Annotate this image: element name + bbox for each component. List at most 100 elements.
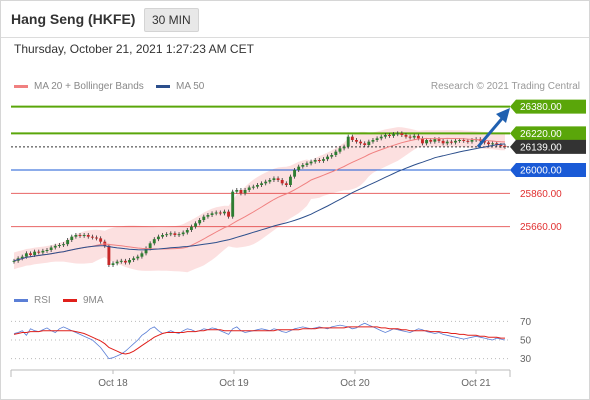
candle-body	[404, 135, 408, 137]
price-tag-resistance	[510, 99, 586, 114]
candle-body	[181, 232, 185, 235]
candle-body	[251, 186, 255, 188]
candle-body	[466, 140, 470, 142]
x-tick-label: Oct 21	[461, 378, 491, 389]
candle-body	[462, 140, 466, 141]
candle-body	[148, 243, 152, 249]
candle-body	[412, 135, 416, 138]
candle-body	[123, 260, 127, 263]
candle-body	[57, 245, 61, 246]
legend-item-ma50: MA 50	[156, 81, 204, 92]
ma50-line	[13, 143, 506, 262]
candle-body	[119, 260, 123, 262]
candle-body	[379, 136, 383, 139]
candle-body	[90, 236, 94, 238]
candle-body	[338, 148, 342, 152]
candle-body	[144, 248, 148, 254]
legend-item-9ma: 9MA	[63, 295, 104, 306]
candle-body	[45, 250, 49, 251]
candle-body	[173, 233, 177, 235]
candle-body	[326, 156, 330, 160]
candle-body	[289, 176, 292, 185]
candle-body	[437, 139, 441, 141]
price-label-resistance: 26220.00	[520, 129, 562, 140]
candle-body	[260, 183, 264, 185]
candle-body	[152, 239, 156, 244]
price-label-support: 25860.00	[520, 189, 562, 200]
x-tick-label: Oct 20	[340, 378, 370, 389]
legend-item-ma20: MA 20 + Bollinger Bands	[14, 81, 144, 92]
candle-body	[95, 237, 98, 239]
candle-body	[482, 140, 486, 143]
candle-body	[128, 260, 131, 263]
ma20-line	[13, 137, 506, 262]
candle-body	[189, 226, 193, 230]
candle-body	[12, 260, 16, 262]
candle-body	[231, 191, 235, 217]
candle-body	[66, 240, 70, 245]
x-tick-label: Oct 19	[219, 378, 249, 389]
candle-body	[49, 247, 53, 250]
candle-body	[185, 230, 189, 233]
candle-body	[400, 133, 404, 135]
candle-body	[255, 185, 259, 187]
candle-body	[194, 223, 197, 227]
candle-body	[367, 141, 371, 145]
timestamp: Thursday, October 21, 2021 1:27:23 AM CE…	[14, 42, 254, 56]
rsi-ma-line	[13, 326, 505, 355]
timeframe-selector[interactable]: 30 MIN	[144, 8, 199, 32]
candle-body	[375, 138, 379, 140]
rsi-swatch	[14, 299, 28, 302]
candle-body	[82, 235, 86, 236]
candle-body	[33, 251, 37, 255]
candle-body	[206, 215, 210, 217]
ma50-swatch	[156, 85, 170, 88]
candle-body	[322, 159, 325, 161]
candle-body	[165, 234, 169, 236]
ma9-swatch	[63, 299, 77, 302]
candle-body	[454, 140, 457, 143]
rsi-tick-label: 50	[520, 336, 532, 347]
legend-label-9ma: 9MA	[83, 295, 104, 306]
candle-body	[70, 236, 74, 240]
candle-body	[396, 133, 400, 135]
candle-body	[280, 180, 284, 184]
candle-body	[301, 165, 305, 167]
candle-body	[458, 140, 462, 141]
candle-body	[24, 253, 28, 257]
candle-body	[156, 236, 160, 240]
candle-body	[441, 140, 445, 144]
candle-body	[491, 143, 495, 145]
forecast-arrow-head	[496, 108, 510, 123]
candle-body	[416, 135, 420, 139]
candle-body	[214, 212, 218, 214]
candle-body	[111, 263, 115, 265]
rsi-tick-label: 30	[520, 354, 532, 365]
candle-body	[346, 136, 350, 147]
instrument-title: Hang Seng (HKFE)	[11, 11, 136, 27]
candle-body	[243, 190, 247, 194]
candle-body	[495, 143, 499, 145]
candle-body	[169, 233, 173, 235]
candle-body	[177, 234, 181, 236]
candle-body	[350, 136, 354, 140]
candle-body	[41, 250, 45, 253]
candle-body	[487, 142, 490, 145]
candle-body	[421, 138, 424, 144]
candle-body	[342, 146, 346, 149]
candle-body	[202, 216, 206, 220]
candle-body	[222, 211, 226, 214]
price-tag-last	[510, 139, 586, 154]
candle-body	[429, 140, 433, 142]
candle-body	[227, 211, 230, 217]
candle-body	[140, 253, 144, 257]
candle-body	[309, 161, 313, 164]
candle-body	[449, 141, 453, 143]
candle-body	[317, 160, 321, 161]
candle-body	[371, 140, 375, 142]
candle-body	[29, 253, 32, 255]
x-tick-label: Oct 18	[98, 378, 128, 389]
candle-body	[268, 180, 272, 182]
candle-body	[272, 178, 276, 180]
